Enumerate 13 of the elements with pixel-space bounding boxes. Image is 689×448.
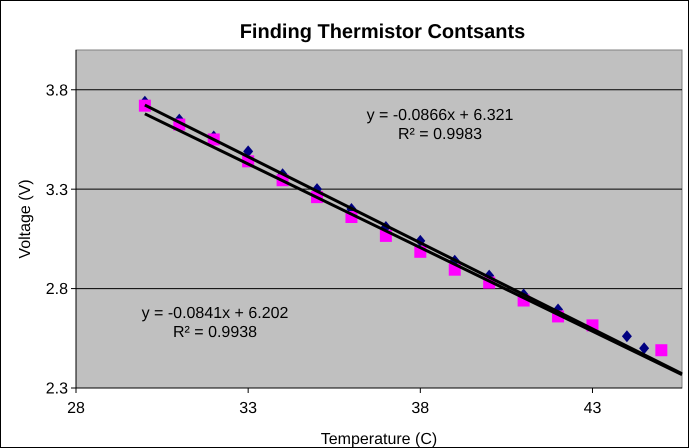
x-tick-label: 28 xyxy=(67,400,85,417)
y-tick-label: 2.3 xyxy=(46,380,68,398)
chart-title: Finding Thermistor Contsants xyxy=(240,21,526,43)
x-tick-label: 43 xyxy=(584,400,602,417)
annotation: y = -0.0866x + 6.321 R² = 0.9983 xyxy=(366,107,514,144)
x-axis-title: Temperature (C) xyxy=(320,431,438,448)
x-tick-label: 38 xyxy=(411,400,430,417)
y-tick-label: 3.3 xyxy=(46,182,68,199)
y-tick-label: 3.8 xyxy=(46,82,68,100)
annotation: y = -0.0841x + 6.202 R² = 0.9938 xyxy=(142,305,288,342)
y-tick-label: 2.8 xyxy=(46,281,68,298)
y-axis-title: Voltage (V) xyxy=(17,179,34,259)
x-tick-label: 33 xyxy=(239,400,258,417)
